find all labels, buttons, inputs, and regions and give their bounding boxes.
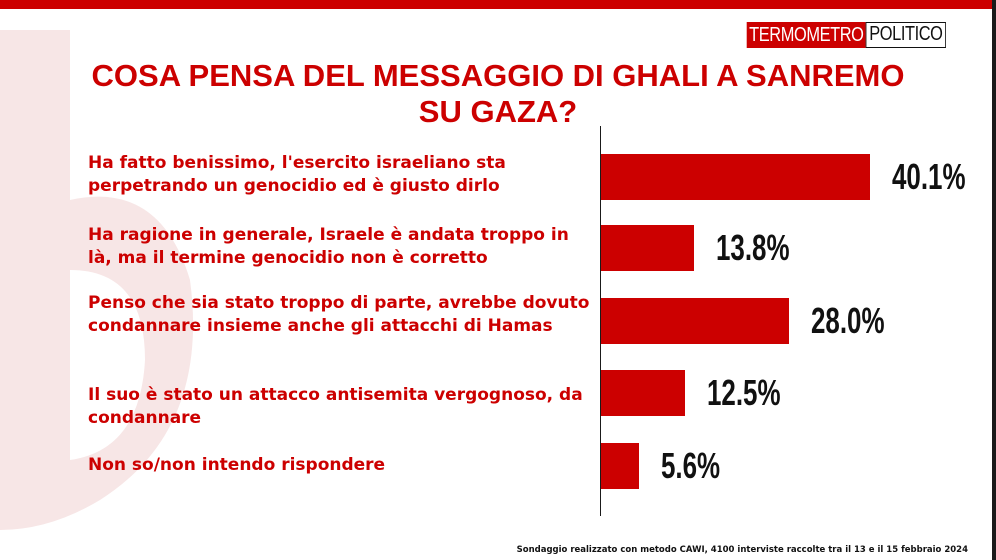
data-label: 5.6% bbox=[660, 445, 720, 486]
survey-footnote: Sondaggio realizzato con metodo CAWI, 41… bbox=[516, 545, 968, 555]
right-edge-bar bbox=[992, 0, 996, 560]
termometro-politico-logo: TERMOMETRO POLITICO bbox=[746, 22, 946, 48]
chart-title-line-1: COSA PENSA DEL MESSAGGIO DI GHALI A SANR… bbox=[91, 58, 905, 93]
chart-title-line-2: SU GAZA? bbox=[418, 94, 578, 129]
data-label: 12.5% bbox=[706, 372, 781, 413]
data-label: 28.0% bbox=[810, 300, 885, 341]
bar bbox=[601, 370, 685, 416]
bar bbox=[601, 443, 639, 489]
category-label: Penso che sia stato troppo di parte, avr… bbox=[88, 293, 590, 336]
bar bbox=[601, 154, 870, 200]
category-label: Il suo è stato un attacco antisemita ver… bbox=[88, 385, 583, 428]
logo-part-1: TERMOMETRO bbox=[746, 22, 867, 48]
top-accent-bar bbox=[0, 0, 996, 9]
logo-part-2: POLITICO bbox=[866, 22, 946, 48]
bar bbox=[601, 225, 694, 271]
chart-title: COSA PENSA DEL MESSAGGIO DI GHALI A SANR… bbox=[0, 58, 996, 130]
bar bbox=[601, 298, 789, 344]
category-axis-line bbox=[600, 126, 601, 516]
category-label: Non so/non intendo rispondere bbox=[88, 455, 386, 475]
data-label: 40.1% bbox=[892, 156, 966, 197]
category-label: Ha ragione in generale, Israele è andata… bbox=[88, 225, 569, 268]
data-label: 13.8% bbox=[715, 227, 790, 268]
category-label: Ha fatto benissimo, l'esercito israelian… bbox=[88, 153, 506, 196]
